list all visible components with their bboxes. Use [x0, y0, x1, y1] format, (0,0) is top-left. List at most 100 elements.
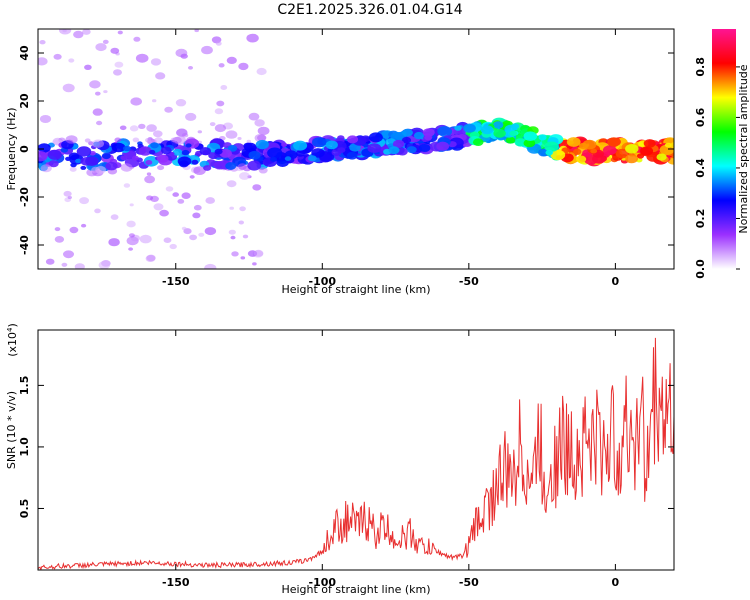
spectrogram-blob: [204, 263, 217, 269]
snr-marks: [38, 337, 674, 570]
spectrogram-blob: [79, 197, 89, 205]
spectrogram-blob: [227, 144, 238, 152]
spectrogram-blob: [172, 192, 179, 197]
spectrogram-blob: [258, 167, 268, 174]
spectrogram-blob: [239, 206, 246, 212]
spectrogram-blob: [129, 125, 139, 132]
spectrogram-blob: [74, 263, 85, 269]
spectrogram-blob: [538, 134, 547, 141]
spectrogram-blob: [133, 36, 141, 42]
spectrogram-blob: [216, 100, 225, 107]
spectrogram-blob: [237, 163, 247, 170]
spectrogram-blob: [214, 124, 226, 133]
spectrogram-blob: [76, 146, 92, 157]
spectrogram-blob: [189, 175, 195, 179]
spectrogram-blob: [252, 184, 262, 191]
spectrogram-blob: [81, 223, 87, 228]
spectrogram-blob: [67, 196, 73, 199]
spectrogram-blob: [159, 209, 169, 217]
spectrogram-blob: [257, 126, 270, 136]
spectrogram-blob: [401, 128, 413, 137]
spectrogram-blob: [101, 152, 111, 160]
spectrogram-blob: [94, 208, 101, 214]
spectrogram-blob: [54, 236, 65, 243]
spectrogram-blob: [640, 146, 654, 156]
spectrogram-blob: [311, 148, 325, 158]
colorbar-bar: [712, 29, 736, 269]
spectrogram-blob: [228, 229, 236, 235]
spectrogram-blob: [131, 155, 139, 161]
spectrogram-blob: [152, 99, 157, 103]
spectrogram-ytick-label: -20: [18, 187, 31, 207]
spectrogram-blob: [388, 146, 400, 155]
spectrogram-blob: [157, 154, 169, 163]
colorbar-ticks: 0.0 0.2 0.4 0.6 0.8: [694, 57, 740, 279]
spectrogram-blob: [95, 43, 107, 52]
spectrogram-blob: [170, 137, 177, 142]
spectrogram-blob: [505, 136, 516, 144]
spectrogram-blob: [538, 148, 549, 157]
spectrogram-blob: [267, 147, 283, 159]
spectrogram-blob: [514, 138, 527, 147]
spectrogram-blob: [186, 136, 196, 144]
spectrogram-blob: [181, 132, 189, 138]
spectrogram-blob: [154, 137, 163, 144]
spectrogram-blob: [150, 142, 159, 149]
spectrogram-blob: [392, 139, 405, 149]
spectrogram-blob: [509, 130, 517, 137]
spectrogram-blob: [38, 151, 48, 162]
spectrogram-blob: [145, 255, 156, 262]
snr-xtick-label: 0: [612, 576, 620, 589]
spectrogram-blob: [413, 131, 425, 140]
spectrogram-blob: [545, 149, 554, 156]
spectrogram-blob: [192, 212, 201, 219]
spectrogram-blob: [157, 165, 165, 171]
spectrogram-blob: [493, 121, 504, 129]
spectrogram-blob: [238, 220, 244, 225]
colorbar-tick-label: 0.6: [694, 107, 707, 127]
spectrogram-blob: [454, 125, 462, 131]
spectrogram-blob: [68, 58, 75, 63]
spectrogram-blob: [615, 148, 629, 159]
spectrogram-blob: [40, 164, 52, 173]
spectrogram-blob: [231, 251, 239, 257]
spectrogram-blob: [254, 119, 265, 127]
spectrogram-xtick-label: -50: [459, 275, 479, 288]
spectrogram-blob: [270, 156, 277, 162]
spectrogram-blob: [226, 56, 237, 64]
spectrogram-blob: [293, 140, 308, 151]
spectrogram-blob: [62, 83, 75, 93]
spectrogram-blob: [225, 162, 237, 170]
spectrogram-ytick-label: 40: [18, 45, 31, 61]
spectrogram-blob: [175, 99, 187, 107]
spectrogram-xlabel: Height of straight line (km): [281, 283, 430, 296]
spectrogram-blob: [114, 137, 122, 143]
spectrogram-blob: [70, 162, 77, 168]
spectrogram-blob: [103, 90, 108, 94]
spectrogram-blob: [84, 138, 91, 143]
spectrogram-blob: [643, 139, 656, 148]
spectrogram-blob: [130, 97, 142, 106]
spectrogram-blob: [218, 63, 225, 68]
spectrogram-blob: [169, 243, 177, 250]
spectrogram-blob: [92, 108, 103, 116]
snr-ytick-label: 1.0: [18, 437, 31, 457]
spectrogram-blob: [189, 234, 198, 241]
spectrogram-blob: [209, 122, 216, 127]
spectrogram-blob: [181, 226, 187, 231]
spectrogram-blob: [436, 141, 450, 151]
chart-title: C2E1.2025.326.01.04.G14: [277, 2, 462, 18]
spectrogram-blob: [48, 160, 59, 168]
spectrogram-blob: [307, 155, 317, 162]
spectrogram-blob: [188, 66, 193, 70]
spectrogram-blob: [493, 129, 506, 138]
spectrogram-blob: [204, 227, 217, 236]
spectrogram-blob: [146, 172, 152, 176]
spectrogram-blob: [185, 112, 197, 121]
spectrogram-blob: [153, 130, 163, 138]
spectrogram-blob: [625, 154, 638, 164]
spectrogram-ylabel: Frequency (Hz): [5, 108, 18, 191]
spectrogram-blob: [139, 234, 152, 244]
spectrogram-xtick-label: -100: [309, 275, 337, 288]
